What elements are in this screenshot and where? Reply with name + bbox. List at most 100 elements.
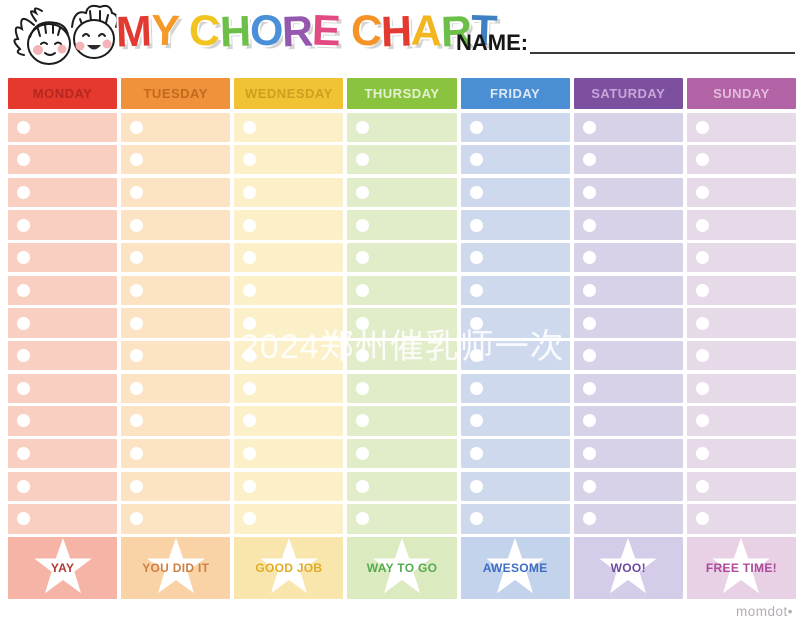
chore-row[interactable] xyxy=(121,112,231,142)
checkoff-circle[interactable] xyxy=(469,479,483,493)
chore-row[interactable] xyxy=(460,210,570,240)
chore-row[interactable] xyxy=(8,308,118,338)
checkoff-circle[interactable] xyxy=(582,153,596,167)
chore-row[interactable] xyxy=(347,373,457,403)
chore-row[interactable] xyxy=(121,439,231,469)
chore-row[interactable] xyxy=(573,308,683,338)
chore-row[interactable] xyxy=(573,243,683,273)
chore-row[interactable] xyxy=(234,439,344,469)
checkoff-circle[interactable] xyxy=(582,120,596,134)
checkoff-circle[interactable] xyxy=(243,512,257,526)
checkoff-circle[interactable] xyxy=(17,251,30,265)
chore-row[interactable] xyxy=(460,341,570,371)
chore-row[interactable] xyxy=(121,145,231,175)
chore-row[interactable] xyxy=(460,145,570,175)
chore-row[interactable] xyxy=(8,177,118,207)
chore-row[interactable] xyxy=(8,504,118,534)
chore-row[interactable] xyxy=(347,406,457,436)
checkoff-circle[interactable] xyxy=(469,414,483,428)
chore-row[interactable] xyxy=(573,210,683,240)
chore-row[interactable] xyxy=(347,471,457,501)
chore-row[interactable] xyxy=(573,341,683,371)
chore-row[interactable] xyxy=(234,210,344,240)
chore-row[interactable] xyxy=(460,439,570,469)
checkoff-circle[interactable] xyxy=(243,251,257,265)
chore-row[interactable] xyxy=(234,341,344,371)
checkoff-circle[interactable] xyxy=(695,414,709,428)
checkoff-circle[interactable] xyxy=(695,512,709,526)
chore-row[interactable] xyxy=(573,112,683,142)
chore-row[interactable] xyxy=(8,406,118,436)
chore-row[interactable] xyxy=(121,210,231,240)
chore-row[interactable] xyxy=(573,471,683,501)
checkoff-circle[interactable] xyxy=(469,153,483,167)
chore-row[interactable] xyxy=(686,406,796,436)
checkoff-circle[interactable] xyxy=(695,120,709,134)
checkoff-circle[interactable] xyxy=(130,120,144,134)
checkoff-circle[interactable] xyxy=(130,349,144,363)
checkoff-circle[interactable] xyxy=(243,120,257,134)
chore-row[interactable] xyxy=(234,112,344,142)
chore-row[interactable] xyxy=(573,145,683,175)
checkoff-circle[interactable] xyxy=(695,251,709,265)
checkoff-circle[interactable] xyxy=(469,316,483,330)
chore-row[interactable] xyxy=(347,145,457,175)
checkoff-circle[interactable] xyxy=(469,283,483,297)
chore-row[interactable] xyxy=(347,243,457,273)
chore-row[interactable] xyxy=(234,177,344,207)
chore-row[interactable] xyxy=(460,177,570,207)
chore-row[interactable] xyxy=(121,373,231,403)
chore-row[interactable] xyxy=(347,275,457,305)
checkoff-circle[interactable] xyxy=(469,251,483,265)
checkoff-circle[interactable] xyxy=(582,381,596,395)
chore-row[interactable] xyxy=(234,308,344,338)
chore-row[interactable] xyxy=(8,341,118,371)
checkoff-circle[interactable] xyxy=(130,414,144,428)
chore-row[interactable] xyxy=(347,210,457,240)
chore-row[interactable] xyxy=(686,275,796,305)
checkoff-circle[interactable] xyxy=(243,349,257,363)
checkoff-circle[interactable] xyxy=(243,153,257,167)
chore-row[interactable] xyxy=(8,210,118,240)
chore-row[interactable] xyxy=(8,112,118,142)
chore-row[interactable] xyxy=(234,504,344,534)
chore-row[interactable] xyxy=(460,471,570,501)
checkoff-circle[interactable] xyxy=(130,251,144,265)
checkoff-circle[interactable] xyxy=(356,185,370,199)
chore-row[interactable] xyxy=(121,341,231,371)
chore-row[interactable] xyxy=(686,177,796,207)
checkoff-circle[interactable] xyxy=(356,218,370,232)
chore-row[interactable] xyxy=(686,243,796,273)
chore-row[interactable] xyxy=(573,275,683,305)
chore-row[interactable] xyxy=(121,243,231,273)
checkoff-circle[interactable] xyxy=(17,185,30,199)
chore-row[interactable] xyxy=(121,504,231,534)
checkoff-circle[interactable] xyxy=(469,512,483,526)
checkoff-circle[interactable] xyxy=(17,120,30,134)
checkoff-circle[interactable] xyxy=(130,185,144,199)
chore-row[interactable] xyxy=(686,504,796,534)
chore-row[interactable] xyxy=(686,373,796,403)
checkoff-circle[interactable] xyxy=(130,153,144,167)
checkoff-circle[interactable] xyxy=(130,381,144,395)
checkoff-circle[interactable] xyxy=(582,218,596,232)
chore-row[interactable] xyxy=(234,471,344,501)
chore-row[interactable] xyxy=(460,504,570,534)
chore-row[interactable] xyxy=(686,471,796,501)
checkoff-circle[interactable] xyxy=(243,185,257,199)
checkoff-circle[interactable] xyxy=(469,381,483,395)
checkoff-circle[interactable] xyxy=(695,381,709,395)
chore-row[interactable] xyxy=(460,308,570,338)
name-input-line[interactable] xyxy=(530,32,795,54)
checkoff-circle[interactable] xyxy=(469,218,483,232)
chore-row[interactable] xyxy=(573,406,683,436)
chore-row[interactable] xyxy=(234,373,344,403)
checkoff-circle[interactable] xyxy=(130,479,144,493)
chore-row[interactable] xyxy=(573,504,683,534)
chore-row[interactable] xyxy=(347,504,457,534)
checkoff-circle[interactable] xyxy=(356,153,370,167)
checkoff-circle[interactable] xyxy=(356,349,370,363)
checkoff-circle[interactable] xyxy=(17,316,30,330)
checkoff-circle[interactable] xyxy=(130,512,144,526)
checkoff-circle[interactable] xyxy=(582,283,596,297)
